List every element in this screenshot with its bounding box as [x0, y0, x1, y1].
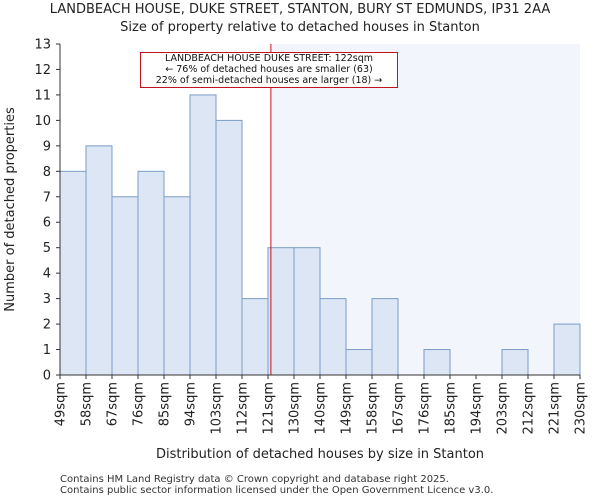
x-tick-label: 167sqm [392, 382, 407, 435]
x-tick-label: 94sqm [184, 382, 199, 426]
footer-licence: Contains public sector information licen… [60, 485, 494, 496]
bar-67sqm [111, 196, 139, 376]
y-tick-label: 11 [34, 88, 51, 103]
annotation-line3: 22% of semi-detached houses are larger (… [155, 75, 383, 86]
bar-76sqm [137, 170, 165, 376]
bar-176sqm [423, 349, 451, 376]
x-tick-label: 203sqm [496, 382, 511, 435]
x-tick-label: 130sqm [288, 382, 303, 435]
x-tick-label: 149sqm [340, 382, 355, 435]
annotation-line2: ← 76% of detached houses are smaller (63… [165, 64, 373, 75]
x-tick-label: 194sqm [470, 382, 485, 435]
bar-158sqm [371, 298, 399, 376]
bar-94sqm [189, 94, 217, 376]
bar-221sqm [553, 323, 581, 376]
x-tick-label: 112sqm [236, 382, 251, 435]
bar-49sqm [59, 170, 87, 376]
y-tick-label: 1 [43, 343, 51, 358]
chart-title-line1: LANDBEACH HOUSE, DUKE STREET, STANTON, B… [49, 2, 551, 17]
x-tick-label: 176sqm [418, 382, 433, 435]
x-tick-label: 121sqm [262, 382, 277, 435]
y-tick-label: 12 [34, 63, 51, 78]
x-tick-label: 76sqm [132, 382, 147, 426]
x-axis-title: Distribution of detached houses by size … [156, 447, 484, 462]
x-tick-label: 103sqm [210, 382, 225, 435]
bar-203sqm [501, 349, 529, 376]
bar-58sqm [85, 145, 113, 376]
y-tick-label: 13 [34, 38, 51, 53]
y-tick-label: 2 [43, 318, 51, 333]
x-tick-label: 230sqm [574, 382, 589, 435]
bar-103sqm [215, 119, 243, 376]
bar-112sqm [241, 298, 269, 376]
y-axis-title: Number of detached properties [3, 107, 18, 312]
bar-130sqm [293, 247, 321, 376]
bar-140sqm [319, 298, 347, 376]
y-tick-label: 8 [43, 165, 51, 180]
x-tick-label: 140sqm [314, 382, 329, 435]
y-tick-label: 5 [43, 241, 51, 256]
property-annotation-box: LANDBEACH HOUSE DUKE STREET: 122sqm ← 76… [140, 52, 398, 88]
x-tick-label: 212sqm [522, 382, 537, 435]
y-tick-label: 10 [34, 114, 51, 129]
bar-85sqm [163, 196, 191, 376]
x-tick-label: 158sqm [366, 382, 381, 435]
y-tick-label: 7 [43, 190, 51, 205]
y-tick-label: 6 [43, 216, 51, 231]
x-tick-label: 49sqm [54, 382, 69, 426]
x-tick-label: 58sqm [80, 382, 95, 426]
chart-title-line2: Size of property relative to detached ho… [120, 20, 480, 35]
y-tick-label: 4 [43, 267, 51, 282]
annotation-line1: LANDBEACH HOUSE DUKE STREET: 122sqm [164, 53, 373, 64]
y-tick-label: 0 [43, 369, 51, 384]
x-tick-label: 221sqm [548, 382, 563, 435]
y-tick-label: 9 [43, 139, 51, 154]
y-tick-label: 3 [43, 292, 51, 307]
x-tick-label: 67sqm [106, 382, 121, 426]
bar-121sqm [267, 247, 295, 376]
bar-149sqm [345, 349, 373, 376]
x-tick-label: 185sqm [444, 382, 459, 435]
x-tick-label: 85sqm [158, 382, 173, 426]
footer-copyright: Contains HM Land Registry data © Crown c… [60, 474, 449, 485]
